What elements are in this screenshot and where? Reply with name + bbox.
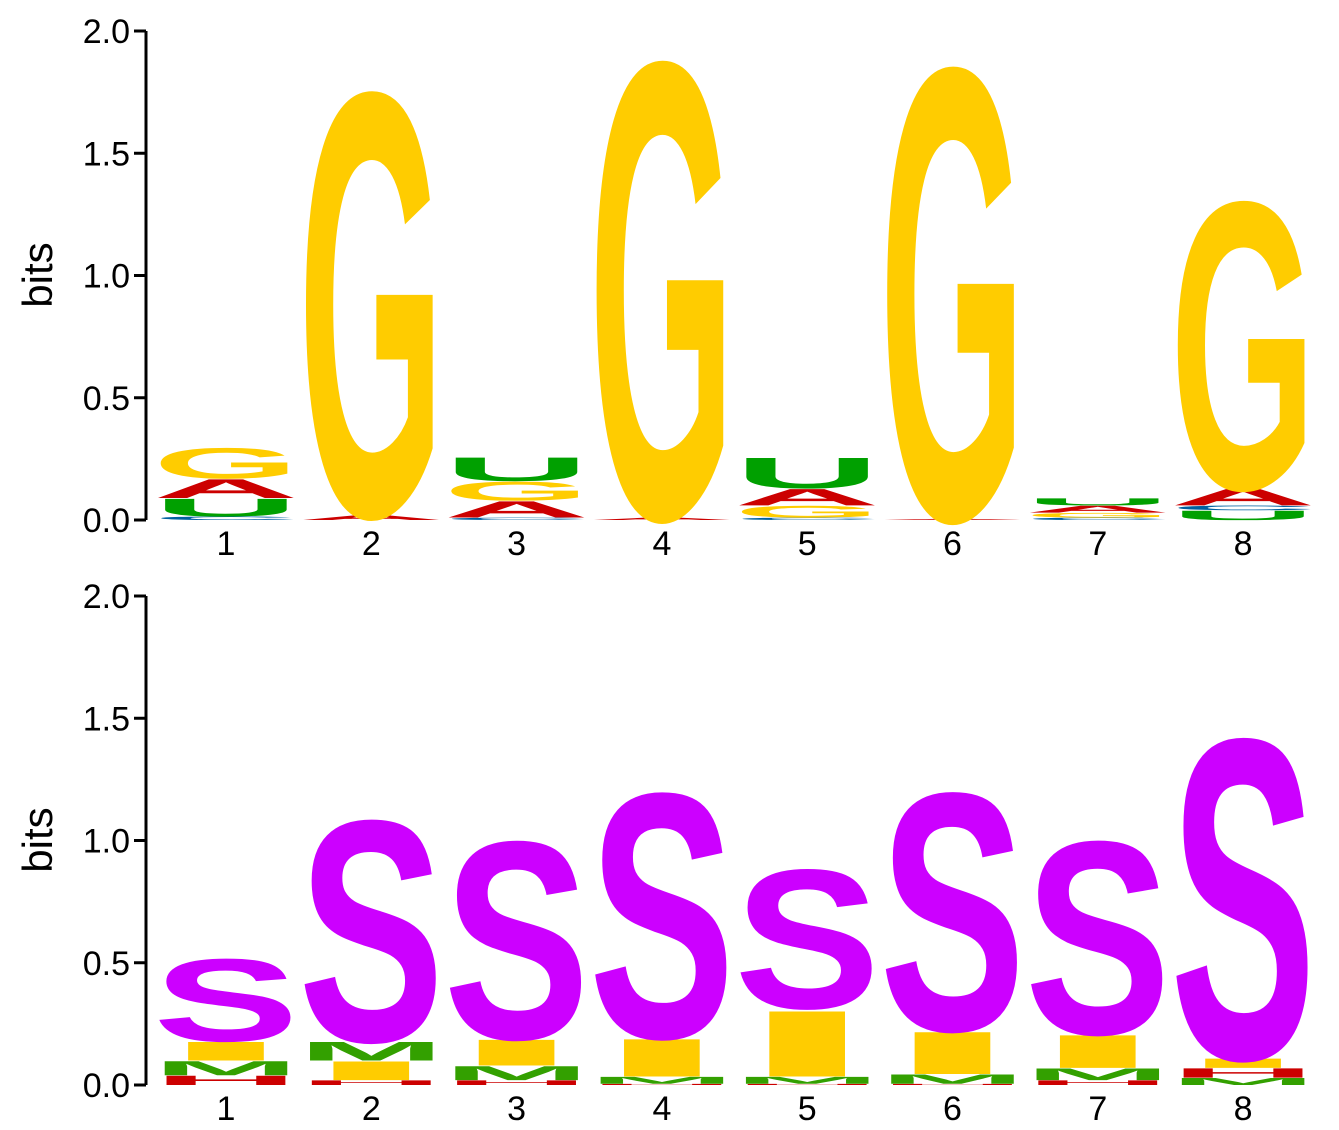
logo-letter-m: M	[1025, 1065, 1171, 1084]
logo-letter-g: G	[1170, 116, 1316, 575]
logo-letter-m: M	[444, 1062, 590, 1085]
logo-letter-a: A	[153, 473, 299, 503]
x-tick-label: 5	[798, 525, 817, 563]
logo-letter-g: G	[880, 0, 1026, 657]
logo-letter-i: I	[734, 991, 880, 1097]
y-tick-label: 0.5	[83, 380, 130, 418]
logo-letter-g: G	[153, 439, 299, 488]
logo-letter-m: M	[1170, 1076, 1316, 1087]
x-tick-label: 7	[1088, 1090, 1107, 1128]
y-tick-label: 2.0	[83, 13, 130, 51]
y-tick-label: 0.0	[83, 502, 130, 540]
logo-letter-u: U	[734, 449, 880, 498]
logo-letter-h: H	[1170, 1066, 1316, 1081]
logo-letter-i: I	[1170, 1056, 1316, 1071]
logo-letter-m: M	[734, 1075, 880, 1086]
logo-letter-h: H	[734, 1083, 880, 1085]
logo-letter-g: G	[734, 502, 880, 521]
x-tick-label: 1	[217, 525, 236, 563]
logo-letter-m: M	[153, 1057, 299, 1080]
logo-letter-c: C	[734, 517, 880, 521]
logo-letter-s: S	[298, 754, 444, 1109]
x-tick-label: 8	[1234, 1090, 1253, 1128]
y-tick-label: 1.0	[83, 258, 130, 296]
y-tick-label: 1.5	[83, 135, 130, 173]
x-tick-label: 2	[362, 1090, 381, 1128]
x-tick-label: 3	[507, 525, 526, 563]
y-axis-title: bits	[14, 807, 61, 872]
logo-letter-h: H	[298, 1079, 444, 1086]
logo-letter-s: S	[1170, 645, 1316, 1130]
logo-letter-s: S	[589, 719, 735, 1111]
y-tick-label: 0.5	[83, 945, 130, 983]
logo-letter-a: A	[298, 514, 444, 521]
x-tick-label: 8	[1234, 525, 1253, 563]
logo-letter-u: U	[153, 494, 299, 522]
y-tick-label: 0.0	[83, 1067, 130, 1105]
logo-letter-h: H	[444, 1079, 590, 1086]
logo-letter-a: A	[1025, 504, 1171, 515]
logo-letter-a: A	[734, 484, 880, 510]
x-tick-label: 2	[362, 525, 381, 563]
logo-letter-u: U	[1170, 508, 1316, 523]
logo-letter-i: I	[153, 1036, 299, 1066]
logo-letter-g: G	[298, 0, 444, 645]
y-tick-label: 2.0	[83, 578, 130, 616]
logo-letter-a: A	[589, 517, 735, 521]
x-tick-label: 3	[507, 1090, 526, 1128]
logo-letter-i: I	[880, 1019, 1026, 1087]
logo-letter-i: I	[1025, 1025, 1171, 1078]
logo-letter-m: M	[298, 1036, 444, 1066]
logo-letter-g: G	[589, 0, 735, 656]
logo-letter-c: C	[1170, 504, 1316, 511]
x-tick-label: 4	[652, 525, 671, 563]
logo-letter-m: M	[880, 1072, 1026, 1087]
x-tick-label: 6	[943, 1090, 962, 1128]
x-tick-label: 7	[1088, 525, 1107, 563]
logo-letter-s: S	[880, 722, 1026, 1103]
logo-letter-i: I	[589, 1028, 735, 1088]
x-tick-label: 5	[798, 1090, 817, 1128]
logo-letter-c: C	[1025, 517, 1171, 521]
y-axis-title: bits	[14, 242, 61, 307]
logo-letter-u: U	[1025, 496, 1171, 507]
y-tick-label: 1.0	[83, 823, 130, 861]
logo-letter-i: I	[444, 1032, 590, 1073]
logo-letter-g: G	[444, 476, 590, 506]
x-tick-label: 4	[652, 1090, 671, 1128]
logo-letter-i: I	[298, 1056, 444, 1086]
x-tick-label: 6	[943, 525, 962, 563]
logo-letter-s: S	[734, 829, 880, 1051]
logo-letter-u: U	[444, 450, 590, 488]
logo-letter-c: C	[444, 517, 590, 521]
logo-letter-g: G	[1025, 512, 1171, 520]
logo-letter-c: C	[153, 515, 299, 521]
logo-letter-h: H	[153, 1073, 299, 1088]
y-tick-label: 1.5	[83, 700, 130, 738]
logo-letter-a: A	[1170, 484, 1316, 510]
logo-letter-h: H	[880, 1083, 1026, 1085]
logo-letter-a: A	[444, 496, 590, 522]
logo-letter-h: H	[1025, 1079, 1171, 1086]
logo-letter-s: S	[153, 935, 299, 1067]
logo-letter-a: A	[880, 518, 1026, 520]
logo-letter-h: H	[589, 1083, 735, 1085]
logo-letter-m: M	[589, 1075, 735, 1086]
logo-letter-s: S	[1025, 783, 1171, 1092]
logo-letter-s: S	[444, 782, 590, 1099]
x-tick-label: 1	[217, 1090, 236, 1128]
